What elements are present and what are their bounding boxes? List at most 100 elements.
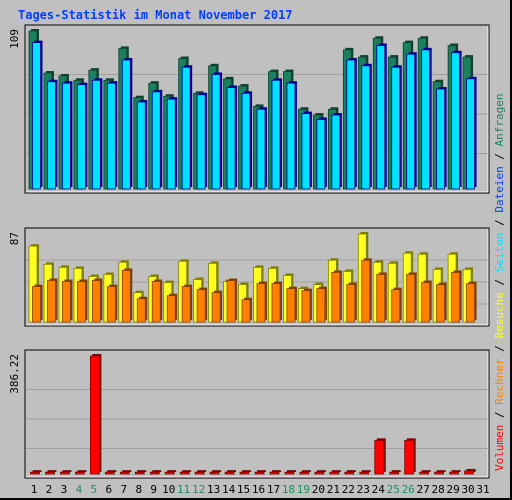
bar-volumen-day-19-face [299,471,310,475]
bar-volumen-day-18-face [284,471,295,475]
bar-rechner-day-15-face [241,299,251,323]
bar-volumen-day-11-face [179,471,190,475]
legend-separator: / [493,146,506,166]
bar-seiten-day-20-face [316,119,326,190]
day-label-22: 22 [342,483,355,496]
bar-volumen-day-12 [194,470,207,475]
bar-volumen-day-7-shadow [122,470,132,472]
bar-rechner-day-16-face [256,283,266,323]
bar-volumen-day-3-shadow [62,470,72,472]
bar-rechner-day-24 [376,272,387,323]
y-max-label: 87 [8,232,21,245]
bar-rechner-day-3-face [62,281,71,323]
bar-rechner-day-19-face [301,290,311,323]
bar-volumen-day-8 [134,470,147,475]
bar-rechner-day-18-face [286,288,296,323]
bar-volumen-day-23-shadow [361,470,371,472]
legend-anfragen: Anfragen [493,93,506,146]
bar-volumen-day-30-face [464,470,474,475]
bar-volumen-day-28-face [434,471,445,475]
bar-volumen-day-27-shadow [421,470,431,472]
bar-volumen-day-20-face [314,471,325,475]
bar-volumen-day-17 [269,470,281,475]
bar-seiten-day-14-face [226,87,236,190]
bar-rechner-day-10 [166,293,178,323]
bar-seiten-day-6-face [106,82,116,190]
bar-rechner-day-21-face [331,272,341,323]
bar-seiten-day-27-face [421,49,431,190]
bar-seiten-day-15 [241,91,253,190]
bar-seiten-day-20 [316,117,327,190]
bar-rechner-day-12 [196,287,208,323]
bar-rechner-day-30-face [466,283,475,323]
day-label-21: 21 [327,483,340,496]
bar-seiten-day-1 [32,40,43,190]
day-label-12: 12 [192,483,205,496]
bar-rechner-day-20 [316,286,327,323]
bar-volumen-day-10-face [164,471,175,475]
bar-volumen-day-10 [164,470,177,475]
bar-seiten-day-2-face [47,81,56,190]
bar-volumen-day-22-shadow [346,470,356,472]
bar-rechner-day-29 [451,270,462,323]
bar-volumen-day-2 [45,470,57,475]
bar-volumen-day-29 [449,470,461,475]
bar-volumen-day-14-shadow [227,470,237,472]
bar-volumen-day-21-shadow [331,470,341,472]
bar-rechner-day-17 [271,281,282,323]
bar-rechner-day-22 [346,282,357,323]
bar-rechner-day-1 [32,284,43,323]
day-label-16: 16 [252,483,265,496]
bar-volumen-day-11-shadow [182,470,192,472]
day-label-29: 29 [446,483,459,496]
bar-volumen-day-6-face [104,471,115,475]
legend-separator: / [493,405,506,425]
bar-rechner-day-19 [301,288,312,323]
bar-rechner-day-2 [47,278,58,323]
bar-seiten-day-23 [361,63,372,190]
bar-volumen-day-9 [149,470,162,475]
legend-seiten: Seiten [493,233,506,273]
bar-seiten-day-18 [286,81,297,190]
bar-volumen-day-30-shadow [466,468,476,472]
bar-volumen-day-20-shadow [316,470,326,472]
bar-seiten-day-9 [151,89,163,190]
bar-seiten-day-25 [391,65,402,190]
bar-rechner-day-27 [421,280,432,323]
day-label-27: 27 [417,483,430,496]
day-label-13: 13 [207,483,220,496]
bar-volumen-day-9-shadow [152,470,162,472]
bar-volumen-day-15-shadow [242,470,252,472]
bar-volumen-day-3 [60,470,72,475]
day-label-19: 19 [297,483,310,496]
bar-seiten-day-18-face [286,82,296,190]
bar-volumen-day-2-face [45,471,55,475]
bar-rechner-day-23-face [361,259,371,323]
day-label-23: 23 [357,483,370,496]
bar-volumen-day-16 [254,470,267,475]
legend: Volumen / Rechner / Besuche / Seiten / D… [493,93,506,471]
bar-volumen-day-28 [434,470,446,475]
bar-seiten-day-16-face [256,108,266,190]
day-label-9: 9 [150,483,157,496]
bar-volumen-day-29-shadow [451,470,461,472]
bar-seiten-day-26 [406,52,417,190]
bar-seiten-day-5 [91,78,103,190]
legend-besuche: Besuche [493,292,506,338]
bar-volumen-day-21 [329,470,341,475]
page-title: Tages-Statistik im Monat November 2017 [18,8,293,22]
bar-rechner-day-29-face [451,272,460,323]
legend-separator: / [493,272,506,292]
bar-seiten-day-8 [136,100,148,190]
day-label-17: 17 [267,483,280,496]
bar-rechner-day-14-face [226,280,236,323]
bar-seiten-day-30-face [466,78,475,190]
bar-seiten-day-29-face [451,52,460,190]
bar-volumen-day-5-face [89,355,100,475]
bar-seiten-day-28-face [436,88,446,190]
bar-rechner-day-28-face [436,284,446,323]
day-label-14: 14 [222,483,236,496]
bar-rechner-day-17-face [271,283,281,323]
day-label-20: 20 [312,483,325,496]
